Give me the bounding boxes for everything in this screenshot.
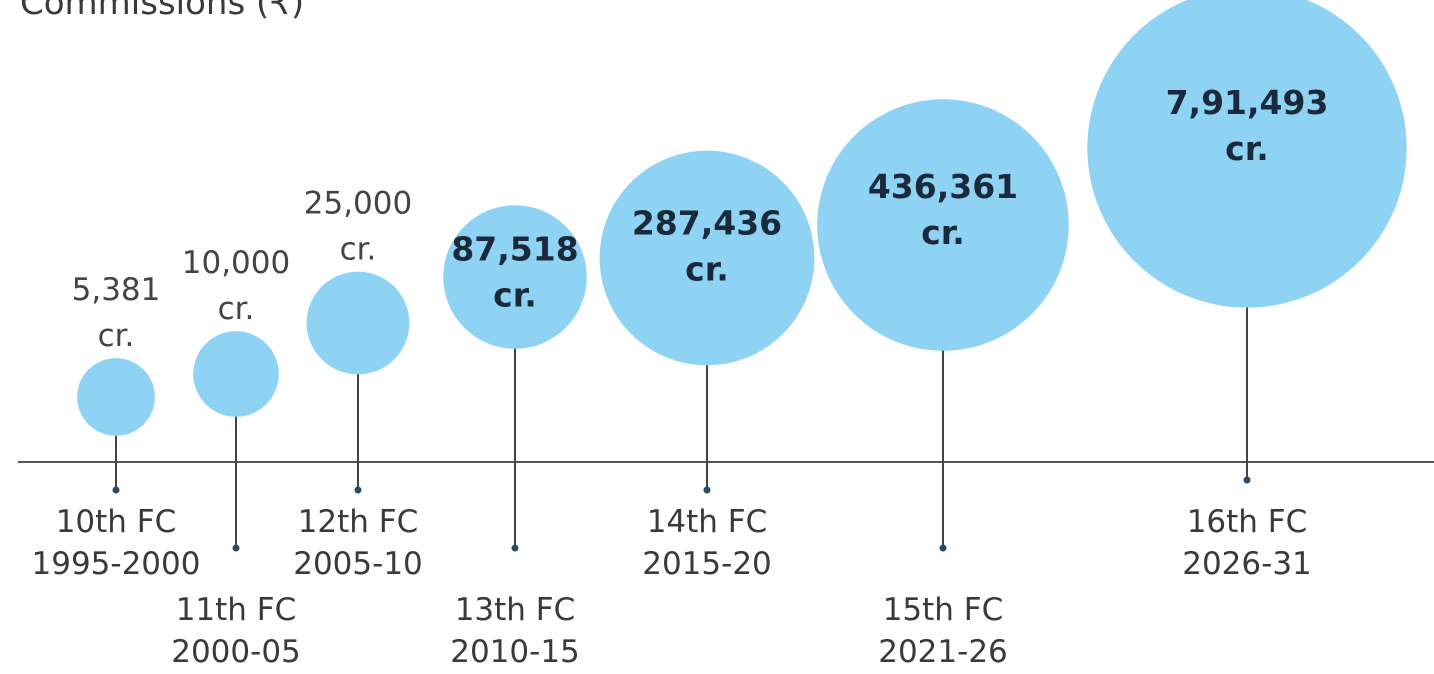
value-unit: cr. [340, 232, 377, 268]
bubble [817, 99, 1069, 351]
period-label: 2026-31 [1182, 546, 1312, 582]
bubble [306, 271, 410, 375]
bubble [1087, 0, 1407, 308]
stem-dot [511, 544, 519, 552]
bubble [77, 358, 155, 436]
category-label: 14th FC [647, 504, 768, 540]
value-unit: cr. [921, 213, 965, 252]
value-unit: cr. [1225, 129, 1269, 168]
value-label: 5,381 [72, 272, 161, 308]
value-label: 7,91,493 [1166, 83, 1329, 122]
stem-dot [1243, 476, 1251, 484]
chart-title: Commissions (₹) [20, 0, 304, 23]
category-label: 16th FC [1187, 504, 1308, 540]
stem-dot [354, 486, 362, 494]
value-label: 10,000 [182, 245, 290, 281]
bubble [599, 150, 815, 366]
bubble [443, 205, 587, 349]
value-unit: cr. [98, 318, 135, 354]
period-label: 1995-2000 [32, 546, 201, 582]
value-unit: cr. [218, 291, 255, 327]
period-label: 2021-26 [878, 634, 1008, 670]
category-label: 10th FC [56, 504, 177, 540]
category-label: 12th FC [298, 504, 419, 540]
period-label: 2000-05 [171, 634, 301, 670]
bubble [193, 331, 279, 417]
value-unit: cr. [685, 250, 729, 289]
category-label: 11th FC [176, 592, 297, 628]
category-label: 15th FC [883, 592, 1004, 628]
period-label: 2005-10 [293, 546, 423, 582]
value-label: 25,000 [304, 186, 412, 222]
stem-dot [112, 486, 120, 494]
value-label: 87,518 [451, 230, 578, 269]
value-label: 287,436 [632, 204, 782, 243]
stem-dot [939, 544, 947, 552]
period-label: 2015-20 [642, 546, 772, 582]
period-label: 2010-15 [450, 634, 580, 670]
value-label: 436,361 [868, 167, 1018, 206]
stem-dot [703, 486, 711, 494]
category-label: 13th FC [455, 592, 576, 628]
stem-dot [232, 544, 240, 552]
value-unit: cr. [493, 276, 537, 315]
